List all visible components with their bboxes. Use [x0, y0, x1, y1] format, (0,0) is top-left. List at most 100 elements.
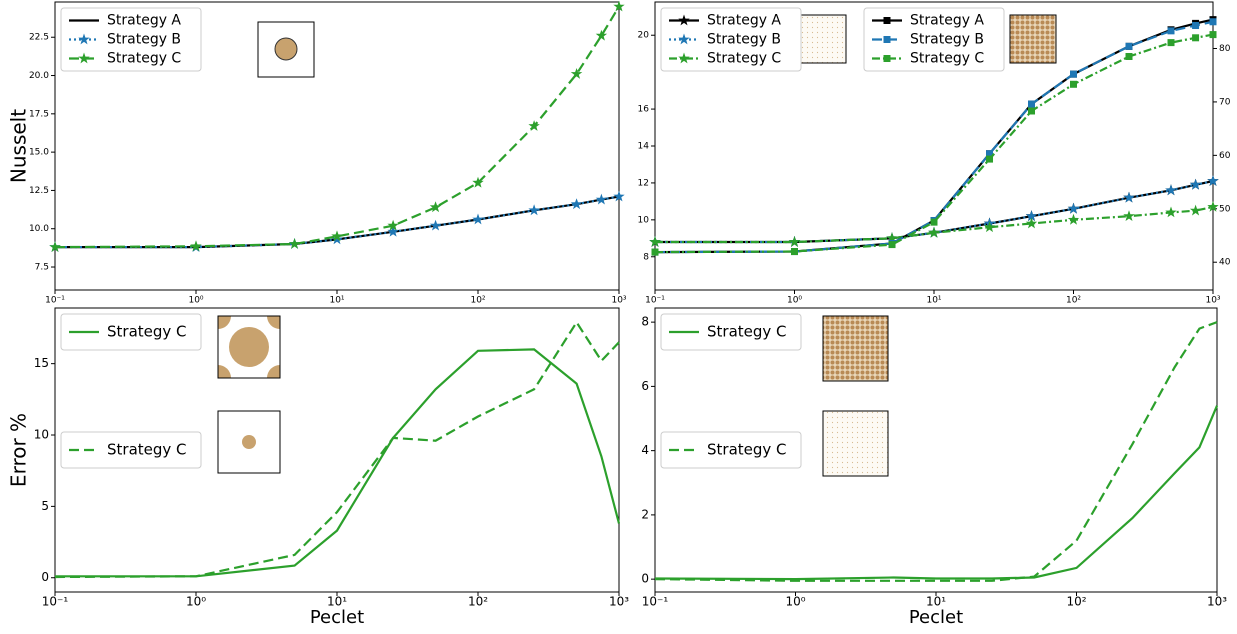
legend-box	[60, 313, 202, 351]
y-tick-label: 8	[641, 315, 649, 329]
legend-label: Strategy C	[107, 51, 181, 67]
legend: Strategy A Strategy B Strategy C	[60, 7, 202, 72]
x-tick-label: 10¹	[327, 595, 347, 609]
marker	[1192, 34, 1200, 42]
inset-frame	[822, 410, 889, 477]
x-tick-label: 10³	[1207, 595, 1227, 609]
marker	[986, 150, 994, 158]
marker	[1207, 200, 1219, 212]
x-tick-label: 10³	[611, 296, 626, 306]
marker	[1028, 107, 1036, 115]
marker	[570, 198, 583, 210]
marker	[678, 33, 690, 45]
legend-box	[863, 7, 1005, 72]
x-tick-label: 10²	[1066, 296, 1081, 306]
marker	[1025, 210, 1038, 221]
x-axis-label: Peclet	[909, 607, 963, 628]
marker	[1123, 191, 1135, 203]
legend-label: Strategy B	[707, 32, 781, 48]
y-tick-label: 2	[641, 507, 649, 521]
x-tick-label: 10⁻¹	[42, 595, 69, 609]
marker	[1167, 27, 1175, 35]
marker	[78, 52, 90, 64]
marker	[1125, 42, 1133, 50]
x-tick-label: 10³	[609, 595, 629, 609]
y-tick-label: 12	[638, 178, 649, 188]
legend-label: Strategy C	[107, 323, 187, 341]
legend-label: Strategy B	[910, 32, 984, 48]
marker	[930, 218, 938, 226]
x-tick-label: 10⁻¹	[642, 595, 669, 609]
y2-tick-label: 70	[1219, 97, 1231, 107]
marker	[649, 236, 661, 247]
x-tick-label: 10²	[470, 296, 485, 306]
marker	[288, 238, 301, 249]
legend-box	[660, 431, 802, 469]
marker	[1207, 175, 1219, 186]
legend-box	[660, 7, 802, 72]
marker	[1028, 100, 1036, 108]
y2-tick-label: 40	[1219, 258, 1231, 268]
legend: Strategy A Strategy B Strategy C	[863, 7, 1005, 72]
marker	[1165, 184, 1177, 196]
y-tick-label: 16	[638, 105, 650, 115]
marker	[1165, 206, 1177, 218]
y-axis-label: Nusselt	[7, 109, 31, 183]
marker	[49, 241, 61, 252]
x-tick-label: 10²	[1066, 595, 1086, 609]
marker	[788, 236, 801, 247]
legend-box	[60, 7, 202, 72]
y-tick-label: 10.0	[29, 224, 49, 234]
legend-label: Strategy A	[707, 13, 781, 29]
marker	[983, 221, 996, 233]
y-tick-label: 14	[638, 142, 650, 152]
marker	[190, 240, 202, 252]
marker	[331, 233, 343, 245]
y-tick-label: 4	[641, 443, 649, 457]
marker	[528, 204, 540, 216]
marker	[1070, 70, 1077, 78]
marker	[888, 241, 896, 249]
inset-frame	[822, 315, 889, 382]
marker	[570, 68, 583, 79]
marker	[595, 29, 608, 41]
x-axis-label: Peclet	[310, 607, 364, 628]
y2-tick-label: 80	[1219, 44, 1231, 54]
marker	[986, 155, 994, 163]
legend-label: Strategy C	[910, 51, 984, 67]
marker	[1209, 31, 1217, 39]
marker	[387, 219, 399, 231]
inset-frame	[217, 315, 281, 379]
y-tick-label: 12.5	[29, 186, 49, 196]
marker	[791, 248, 798, 256]
x-tick-label: 10¹	[926, 296, 941, 306]
x-tick-label: 10⁰	[785, 595, 805, 609]
legend-label: Strategy C	[707, 51, 781, 67]
marker	[883, 17, 891, 24]
y-tick-label: 20	[638, 31, 650, 41]
marker	[678, 14, 690, 26]
y-tick-label: 0	[41, 570, 49, 584]
legend: Strategy C	[60, 313, 202, 351]
y-tick-label: 0	[641, 572, 649, 586]
legend-label: Strategy C	[707, 441, 787, 459]
y-tick-label: 20.0	[29, 71, 49, 81]
inset-grain	[274, 37, 298, 61]
x-tick-label: 10⁰	[787, 296, 802, 306]
series-line	[655, 205, 1214, 244]
marker	[1192, 22, 1200, 30]
legend: Strategy C	[660, 431, 802, 469]
series-line	[654, 321, 1218, 582]
y-tick-label: 6	[641, 379, 649, 393]
marker	[1189, 204, 1202, 216]
x-tick-label: 10¹	[926, 595, 946, 609]
x-tick-label: 10⁻¹	[645, 296, 665, 306]
inset-grains	[218, 316, 280, 378]
legend: Strategy C	[660, 313, 802, 351]
marker	[387, 225, 399, 237]
series-line	[54, 320, 620, 579]
marker	[886, 232, 898, 244]
marker	[651, 248, 659, 256]
x-tick-label: 10⁰	[188, 296, 203, 306]
